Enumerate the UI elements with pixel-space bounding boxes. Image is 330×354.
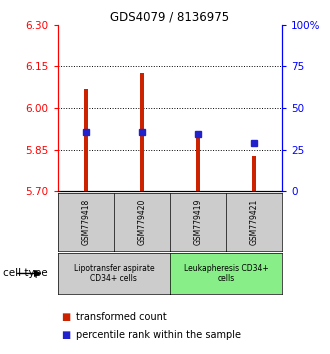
Text: percentile rank within the sample: percentile rank within the sample: [76, 330, 241, 339]
Bar: [252, 156, 256, 191]
Text: ■: ■: [61, 330, 70, 339]
Text: GSM779419: GSM779419: [193, 199, 203, 245]
Bar: [196, 134, 200, 191]
Text: Leukapheresis CD34+
cells: Leukapheresis CD34+ cells: [184, 264, 268, 283]
Text: ■: ■: [61, 312, 70, 322]
Text: GSM779420: GSM779420: [137, 199, 147, 245]
Text: Lipotransfer aspirate
CD34+ cells: Lipotransfer aspirate CD34+ cells: [74, 264, 154, 283]
Bar: [84, 88, 88, 191]
Title: GDS4079 / 8136975: GDS4079 / 8136975: [111, 11, 229, 24]
Text: transformed count: transformed count: [76, 312, 167, 322]
Text: GSM779421: GSM779421: [249, 199, 259, 245]
Text: GSM779418: GSM779418: [81, 199, 90, 245]
Bar: [140, 73, 144, 191]
Text: cell type: cell type: [3, 268, 48, 279]
